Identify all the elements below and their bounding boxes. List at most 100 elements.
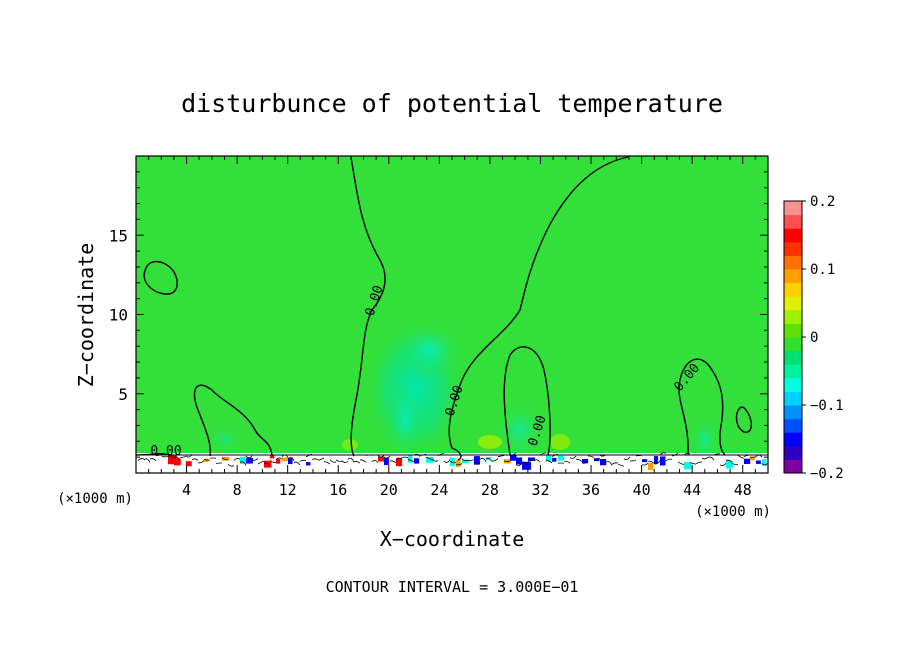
boundary-cell — [552, 457, 557, 462]
y-tick-label: 5 — [118, 385, 128, 404]
boundary-cell — [282, 457, 290, 462]
boundary-contour — [593, 458, 601, 461]
boundary-cell — [264, 460, 272, 468]
chart-title: disturbunce of potential temperature — [181, 89, 723, 118]
y-tick-label: 15 — [109, 226, 128, 245]
colorbar-tick-label: 0 — [810, 330, 818, 346]
boundary-contour — [425, 456, 433, 460]
colorbar-swatch — [784, 269, 802, 284]
boundary-cell — [516, 457, 523, 465]
boundary-contour — [143, 458, 151, 463]
boundary-contour — [299, 459, 307, 462]
boundary-contour — [227, 463, 235, 467]
boundary-cell — [384, 458, 389, 466]
colorbar-swatch — [784, 323, 802, 338]
x-axis: 4 8 12 16 20 24 28 32 36 40 44 48 — [148, 156, 756, 499]
boundary-contour — [329, 459, 337, 463]
boundary-contour — [665, 458, 673, 462]
boundary-contour — [485, 457, 493, 462]
boundary-contour — [173, 456, 181, 461]
boundary-cell — [762, 459, 767, 466]
boundary-contour — [587, 455, 595, 458]
y-axis: 5 10 15 — [109, 171, 768, 458]
boundary-cell — [450, 457, 455, 467]
x-tick-label: 12 — [279, 481, 297, 499]
boundary-contour — [431, 458, 439, 462]
x-tick-label: 32 — [531, 481, 549, 499]
boundary-cell — [456, 459, 461, 467]
boundary-contour — [611, 462, 619, 465]
boundary-contour — [377, 454, 385, 458]
colorbar: 0.2 0.1 0 −0.1 −0.2 — [783, 194, 844, 482]
colorbar-swatch — [784, 405, 802, 420]
boundary-cell — [654, 456, 659, 464]
x-tick-label: 36 — [582, 481, 600, 499]
x-tick-label: 28 — [481, 481, 499, 499]
boundary-contour — [545, 459, 553, 464]
boundary-contour — [233, 457, 241, 461]
boundary-cell — [240, 456, 246, 464]
boundary-cell — [660, 456, 666, 466]
boundary-contour — [467, 459, 475, 461]
boundary-contour — [179, 455, 187, 458]
boundary-contour — [287, 457, 295, 461]
colorbar-swatch — [784, 228, 802, 243]
colorbar-tick-label: −0.2 — [810, 466, 844, 482]
x-tick-label: 48 — [734, 481, 752, 499]
boundary-contour — [257, 460, 265, 465]
boundary-cell — [396, 457, 403, 467]
boundary-contour — [263, 462, 271, 466]
boundary-contour — [269, 460, 277, 463]
contour-label: 0.00 — [150, 444, 181, 459]
boundary-contour — [605, 461, 613, 466]
colorbar-swatch — [784, 337, 802, 352]
boundary-cell — [582, 458, 589, 464]
boundary-cell — [684, 462, 692, 470]
boundary-contour — [581, 460, 589, 464]
boundary-cell — [222, 456, 230, 461]
boundary-contour — [653, 460, 661, 465]
boundary-contour — [335, 459, 343, 463]
boundary-contour — [449, 460, 457, 464]
boundary-cell — [306, 462, 311, 466]
boundary-contour — [479, 457, 487, 462]
contour-interval: CONTOUR INTERVAL = 3.000E−01 — [326, 578, 579, 596]
boundary-contour — [749, 456, 757, 459]
boundary-contour — [191, 458, 199, 461]
boundary-cell — [408, 455, 413, 463]
boundary-contour — [167, 455, 175, 460]
boundary-cell — [168, 455, 177, 465]
boundary-cell — [174, 458, 181, 466]
colorbar-swatch — [784, 241, 802, 256]
boundary-contour — [695, 461, 703, 465]
boundary-cell — [594, 458, 600, 462]
boundary-contour — [575, 458, 583, 462]
colorbar-tick-label: −0.1 — [810, 398, 844, 414]
boundary-contour — [563, 460, 571, 464]
plot-area: 0.000.000.000.000.00 — [135, 155, 769, 474]
x-axis-label: X−coordinate — [380, 527, 525, 551]
boundary-contour — [701, 456, 709, 460]
boundary-cell — [462, 459, 469, 464]
boundary-cell — [378, 456, 385, 462]
x-tick-label: 4 — [182, 481, 191, 499]
boundary-contour — [629, 459, 637, 462]
boundary-cell — [270, 455, 275, 459]
colorbar-swatch — [784, 377, 802, 392]
boundary-contour — [503, 460, 511, 462]
boundary-contour — [341, 460, 349, 464]
boundary-contour — [527, 459, 535, 462]
boundary-cell — [726, 460, 733, 469]
boundary-cell — [186, 461, 192, 467]
boundary-contour — [275, 457, 283, 461]
boundary-contour — [239, 461, 247, 466]
y-tick-label: 10 — [109, 306, 128, 325]
boundary-contour — [569, 455, 577, 459]
boundary-cell — [546, 455, 552, 462]
boundary-contour — [395, 457, 403, 461]
x-tick-label: 40 — [633, 481, 651, 499]
boundary-contour — [731, 463, 739, 466]
contour-lines — [135, 156, 752, 461]
boundary-contour — [623, 456, 631, 461]
y-axis-label: Z−coordinate — [74, 243, 98, 388]
